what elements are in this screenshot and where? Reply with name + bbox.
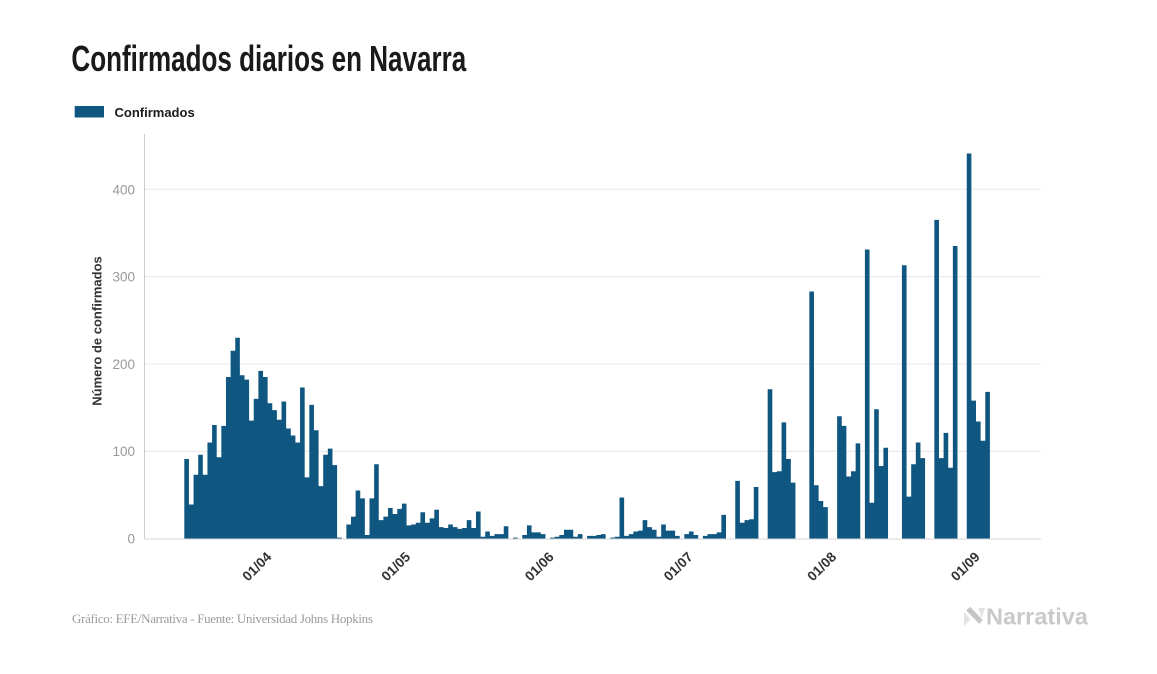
svg-text:01/09: 01/09 bbox=[948, 549, 983, 584]
svg-text:300: 300 bbox=[112, 270, 135, 285]
svg-text:01/04: 01/04 bbox=[240, 549, 275, 584]
svg-text:Confirmados diarios en Navarra: Confirmados diarios en Navarra bbox=[71, 38, 466, 79]
svg-text:Número de confirmados: Número de confirmados bbox=[90, 256, 105, 406]
svg-text:01/05: 01/05 bbox=[378, 549, 413, 584]
svg-text:Gráfico: EFE/Narrativa - Fuent: Gráfico: EFE/Narrativa - Fuente: Univers… bbox=[72, 611, 373, 626]
svg-text:01/07: 01/07 bbox=[661, 549, 696, 584]
svg-text:Confirmados: Confirmados bbox=[115, 105, 195, 120]
svg-text:Narrativa: Narrativa bbox=[986, 604, 1089, 630]
svg-text:0: 0 bbox=[127, 532, 135, 547]
svg-text:200: 200 bbox=[112, 357, 135, 372]
svg-text:100: 100 bbox=[112, 444, 135, 459]
svg-text:01/06: 01/06 bbox=[522, 549, 557, 584]
svg-text:01/08: 01/08 bbox=[804, 549, 839, 584]
svg-text:400: 400 bbox=[112, 182, 135, 197]
